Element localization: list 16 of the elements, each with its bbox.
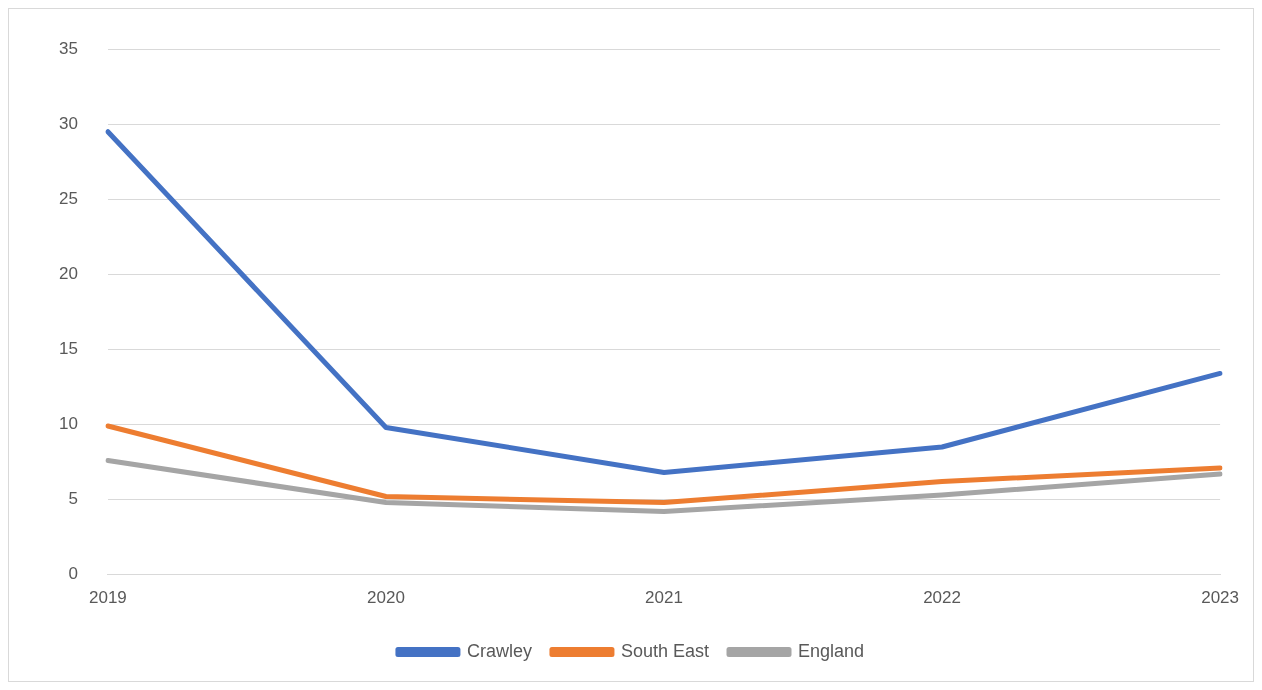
legend-label: South East bbox=[620, 640, 710, 661]
y-tick-label: 20 bbox=[58, 264, 78, 284]
y-tick-label: 0 bbox=[68, 564, 78, 584]
x-tick-label: 2020 bbox=[367, 588, 405, 608]
legend-label: Crawley bbox=[466, 640, 532, 661]
x-tick-label: 2021 bbox=[645, 588, 683, 608]
x-tick-label: 2023 bbox=[1201, 588, 1239, 608]
x-tick-label: 2022 bbox=[923, 588, 961, 608]
y-tick-label: 5 bbox=[68, 489, 78, 509]
y-tick-label: 10 bbox=[58, 414, 78, 434]
y-tick-label: 25 bbox=[58, 189, 78, 208]
y-tick-label: 30 bbox=[58, 113, 78, 133]
y-tick-label: 35 bbox=[58, 38, 78, 58]
y-tick-label: 15 bbox=[58, 339, 78, 359]
legend-label: England bbox=[798, 640, 865, 661]
x-tick-label: 2019 bbox=[89, 588, 127, 608]
